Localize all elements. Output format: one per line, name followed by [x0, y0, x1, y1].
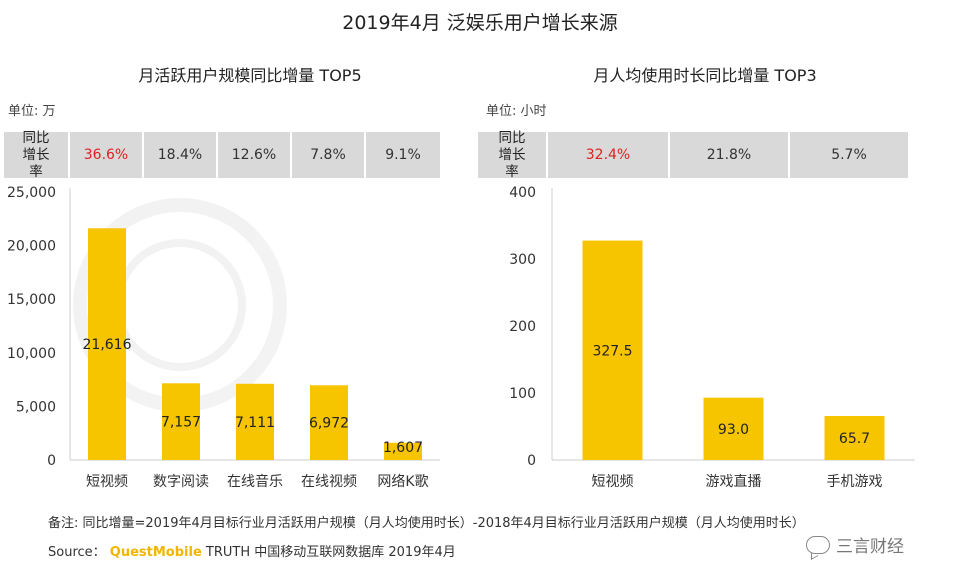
y-tick-label: 20,000	[7, 239, 56, 255]
bar-value-label: 93.0	[718, 422, 749, 438]
x-category-label: 在线视频	[301, 474, 357, 490]
growth-rate-cell: 9.1%	[366, 132, 440, 178]
right-growth-table: 同比增长率 32.4% 21.8% 5.7%	[478, 129, 908, 180]
x-category-label: 短视频	[86, 474, 128, 490]
growth-rate-cell: 5.7%	[790, 132, 908, 178]
bar	[236, 383, 274, 460]
page-title: 2019年4月 泛娱乐用户增长来源	[342, 12, 618, 34]
bar	[384, 442, 422, 460]
growth-header-cell: 同比增长率	[4, 129, 70, 180]
x-category-label: 短视频	[592, 474, 634, 490]
chat-bubble-icon	[806, 535, 830, 554]
y-tick-label: 0	[527, 453, 536, 469]
right-unit-label: 单位: 小时	[486, 104, 547, 119]
bar	[88, 228, 126, 460]
bar	[162, 383, 200, 460]
footnote: 备注: 同比增量=2019年4月目标行业月活跃用户规模（月人均使用时长）-201…	[48, 516, 805, 531]
bar	[310, 385, 348, 460]
growth-rate-cell: 18.4%	[144, 132, 218, 178]
y-tick-label: 25,000	[7, 185, 56, 201]
growth-rate-cell: 32.4%	[548, 132, 670, 178]
bar-value-label: 7,157	[161, 415, 201, 431]
left-chart-plot: 0 5,000 10,000 15,000 20,000 25,000 21,616 短视频 7…	[7, 185, 440, 490]
bar-value-label: 21,616	[83, 337, 132, 353]
bar	[582, 240, 643, 460]
growth-rate-cell: 36.6%	[70, 132, 144, 178]
x-category-label: 游戏直播	[706, 473, 762, 490]
bar-value-label: 65.7	[839, 431, 870, 447]
growth-header: 同比增长率	[22, 129, 50, 180]
bar-value-label: 1,607	[383, 440, 423, 456]
bar	[824, 415, 885, 460]
left-unit-label: 单位: 万	[8, 104, 56, 119]
y-tick-label: 100	[509, 386, 536, 402]
y-tick-label: 200	[509, 319, 536, 335]
growth-rate-cell: 7.8%	[292, 132, 366, 178]
right-chart-plot: 0 100 200 300 400 327.5 短视频 93.0 游戏直播 65.7 手机游戏	[509, 185, 915, 490]
y-tick-label: 300	[509, 252, 536, 268]
left-growth-table: 同比增长率 36.6% 18.4% 12.6% 7.8% 9.1%	[4, 129, 440, 180]
source-prefix: Source：	[48, 545, 106, 560]
x-category-label: 在线音乐	[227, 473, 283, 490]
growth-header-cell: 同比增长率	[478, 129, 548, 180]
x-category-label: 手机游戏	[827, 474, 883, 490]
y-tick-label: 400	[509, 185, 536, 201]
growth-rate-cell: 21.8%	[670, 132, 790, 178]
x-category-label: 网络K歌	[377, 474, 428, 490]
growth-rate-cell: 12.6%	[218, 132, 292, 178]
watermark-label: 三言财经	[806, 532, 904, 557]
growth-header: 同比增长率	[498, 129, 526, 180]
bar	[703, 397, 764, 460]
right-chart-title: 月人均使用时长同比增量 TOP3	[593, 66, 817, 85]
y-tick-label: 10,000	[7, 346, 56, 362]
bar-value-label: 7,111	[235, 415, 275, 431]
watermark-text: 三言财经	[836, 537, 904, 557]
bar-value-label: 6,972	[309, 416, 349, 432]
y-tick-label: 15,000	[7, 292, 56, 308]
y-tick-label: 5,000	[16, 399, 56, 415]
source-brand: QuestMobile	[109, 545, 202, 560]
source-rest: TRUTH 中国移动互联网数据库 2019年4月	[205, 545, 456, 560]
source-line: Source： QuestMobile TRUTH 中国移动互联网数据库 201…	[48, 541, 456, 560]
bar-value-label: 327.5	[592, 343, 632, 359]
y-tick-label: 0	[47, 453, 56, 469]
left-chart-title: 月活跃用户规模同比增量 TOP5	[138, 66, 362, 85]
x-category-label: 数字阅读	[153, 473, 209, 490]
